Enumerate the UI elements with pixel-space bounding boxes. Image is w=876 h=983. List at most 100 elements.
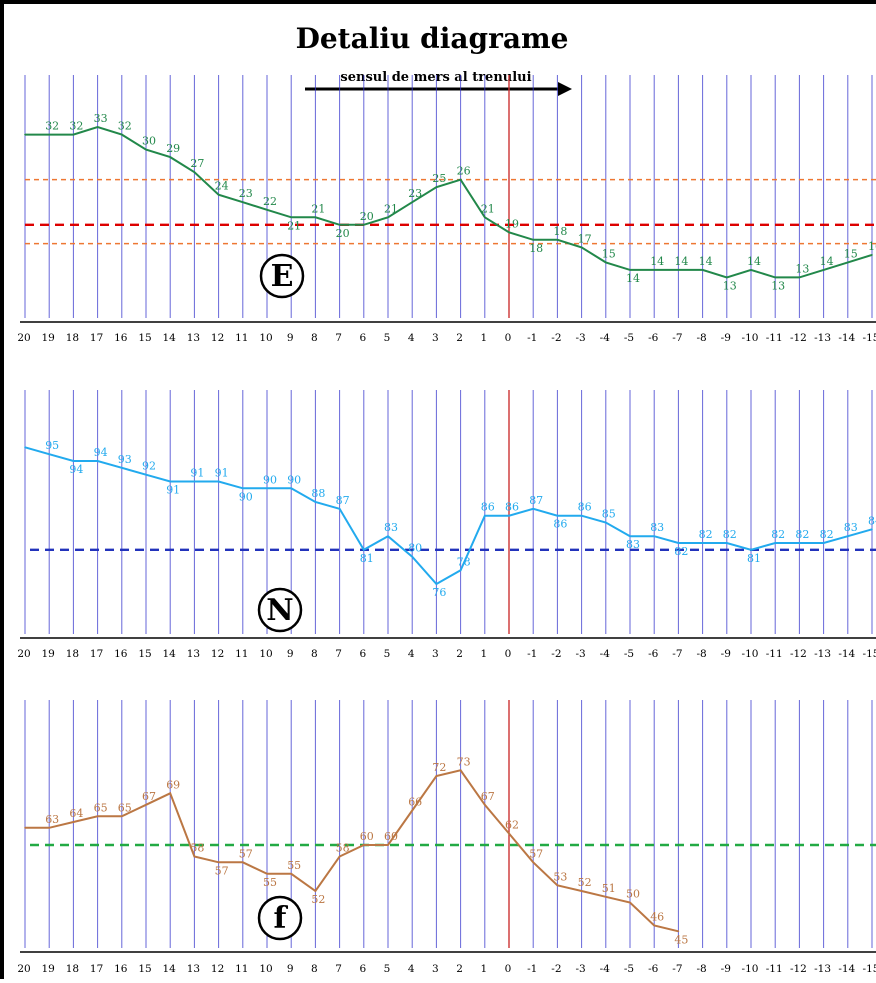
- x-tick-label: -6: [648, 332, 659, 344]
- x-tick-label: -2: [551, 332, 561, 344]
- data-point: [338, 855, 341, 858]
- data-point: [266, 487, 268, 490]
- data-point: [314, 501, 317, 503]
- x-tick-label: 5: [384, 648, 391, 660]
- x-tick-label: -10: [742, 963, 759, 975]
- x-tick-label: -12: [790, 648, 807, 660]
- data-point: [484, 803, 486, 806]
- data-label: 24: [215, 180, 229, 193]
- data-point: [169, 792, 171, 795]
- x-tick-label: 12: [211, 332, 224, 344]
- data-label: 69: [166, 778, 180, 791]
- data-label: 46: [650, 911, 664, 924]
- data-label: 33: [94, 112, 108, 125]
- data-label: 93: [118, 453, 132, 466]
- data-label: 95: [45, 439, 59, 452]
- data-label: 87: [336, 494, 350, 507]
- x-tick-label: 14: [163, 963, 177, 975]
- data-point: [508, 514, 510, 517]
- data-point: [774, 542, 776, 544]
- x-tick-label: 11: [235, 963, 248, 975]
- x-tick-label: 10: [259, 648, 272, 660]
- data-label: 26: [457, 165, 471, 178]
- data-point: [629, 269, 631, 271]
- data-label: 57: [215, 864, 229, 877]
- x-tick-label: -9: [721, 648, 731, 660]
- data-point: [508, 832, 510, 835]
- x-tick-label: 1: [480, 332, 487, 344]
- data-point: [653, 535, 655, 537]
- x-tick-label: -13: [814, 648, 831, 660]
- x-tick-label: -14: [838, 963, 855, 975]
- x-tick-label: -12: [790, 963, 807, 975]
- data-point: [677, 269, 680, 271]
- data-label: 88: [311, 487, 325, 500]
- data-point: [290, 216, 293, 219]
- x-tick-label: 18: [66, 332, 79, 344]
- panel-label: N: [266, 593, 293, 628]
- data-point: [653, 924, 655, 927]
- data-point: [314, 216, 317, 219]
- x-tick-label: 10: [259, 963, 272, 975]
- x-tick-label: -8: [696, 332, 706, 344]
- data-label: 52: [578, 876, 592, 889]
- chart-panel-N: 20 19 18 17 16 15 14 13 12 11 10 9 8 7 6 5 4 3 2 1 0 -1 -2 -3 -4…: [17, 390, 876, 660]
- panel-badge-circle: [257, 895, 303, 941]
- data-point: [532, 861, 534, 864]
- x-tick-label: -4: [600, 648, 611, 660]
- data-label: 27: [190, 157, 204, 170]
- direction-arrow-icon: [558, 82, 572, 96]
- data-label: 60: [360, 830, 374, 843]
- data-point: [121, 133, 123, 136]
- data-point: [48, 826, 50, 829]
- x-tick-label: 3: [432, 963, 439, 975]
- x-tick-label: 4: [408, 332, 415, 344]
- data-point: [726, 542, 728, 544]
- data-point: [217, 193, 220, 196]
- data-point: [314, 890, 317, 892]
- x-tick-label: 12: [211, 648, 224, 660]
- data-point: [484, 514, 486, 517]
- data-label: 13: [723, 279, 737, 292]
- data-label: 78: [457, 555, 471, 568]
- x-tick-label: -9: [721, 332, 731, 344]
- data-point: [266, 208, 268, 211]
- data-point: [605, 521, 607, 524]
- data-label: 90: [239, 490, 253, 503]
- data-point: [556, 514, 559, 517]
- x-tick-label: -7: [672, 332, 682, 344]
- data-point: [605, 261, 607, 264]
- x-tick-label: -15: [863, 332, 876, 344]
- data-point: [290, 487, 293, 490]
- data-label: 20: [360, 210, 374, 223]
- page-title: Detaliu diagrame: [296, 22, 569, 55]
- chart-panel-f: 20 19 18 17 16 15 14 13 12 11 10 9 8 7 6 5 4 3 2 1 0 -1 -2 -3 -4…: [17, 700, 876, 975]
- x-tick-label: -11: [766, 332, 783, 344]
- data-point: [798, 276, 801, 279]
- x-tick-label: -11: [766, 648, 783, 660]
- data-point: [387, 216, 389, 219]
- x-tick-label: 17: [90, 332, 103, 344]
- x-tick-label: 8: [311, 332, 318, 344]
- data-point: [435, 775, 438, 777]
- data-label: 14: [650, 255, 664, 268]
- x-tick-label: -6: [648, 963, 659, 975]
- data-point: [96, 126, 99, 128]
- x-tick-label: 3: [432, 648, 439, 660]
- data-point: [121, 467, 123, 469]
- data-label: 94: [94, 446, 108, 459]
- data-label: 23: [408, 187, 422, 200]
- series-line-f: [25, 769, 679, 933]
- data-point: [242, 487, 244, 490]
- data-point: [774, 276, 776, 279]
- x-tick-label: 6: [359, 648, 366, 660]
- data-point: [605, 895, 607, 898]
- data-point: [217, 480, 220, 483]
- x-tick-label: -6: [648, 648, 659, 660]
- data-label: 82: [820, 528, 834, 541]
- x-tick-label: 17: [90, 963, 103, 975]
- data-label: 55: [263, 876, 277, 889]
- data-label: 32: [45, 120, 59, 133]
